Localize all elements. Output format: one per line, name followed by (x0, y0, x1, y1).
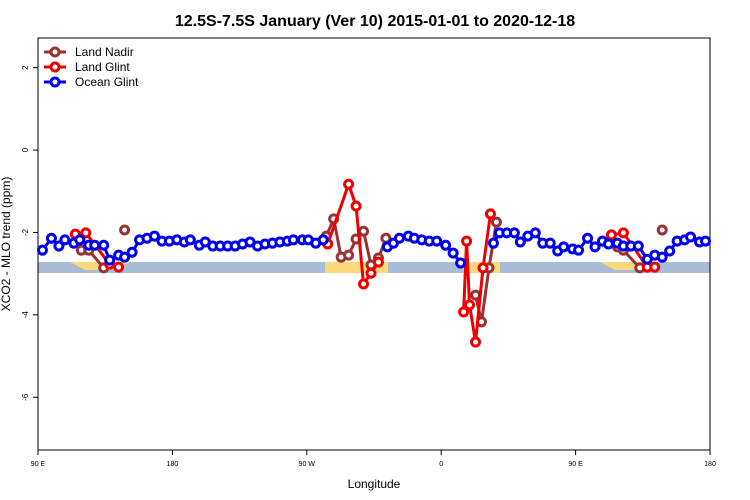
x-tick-label: 90 W (299, 461, 316, 468)
data-point (477, 262, 489, 274)
data-point (700, 235, 712, 247)
data-point (529, 227, 541, 239)
data-point (59, 234, 71, 246)
y-tick-label: 2 (21, 65, 30, 70)
data-point (365, 267, 377, 279)
data-point (36, 244, 48, 256)
data-point (89, 239, 101, 251)
legend-marker (49, 61, 61, 73)
legend-label: Ocean Glint (75, 75, 139, 89)
data-point (632, 240, 644, 252)
x-tick-label: 180 (704, 461, 716, 468)
data-point (582, 232, 594, 244)
x-tick-label: 90 E (568, 461, 583, 468)
data-point (317, 234, 329, 246)
legend-label: Land Glint (75, 60, 130, 74)
x-tick-label: 90 E (31, 461, 46, 468)
data-point (393, 232, 405, 244)
y-axis-label: XCO2 - MLO trend (ppm) (0, 177, 13, 312)
data-point (53, 240, 65, 252)
data-point (487, 237, 499, 249)
legend-marker (49, 46, 61, 58)
data-point (685, 231, 697, 243)
data-point (343, 178, 355, 190)
x-tick-label: 180 (167, 461, 179, 468)
y-tick-label: -4 (21, 311, 30, 319)
data-point (544, 237, 556, 249)
data-point (656, 251, 668, 263)
y-tick-label: 0 (21, 147, 30, 152)
data-point (119, 251, 131, 263)
y-tick-label: -2 (21, 228, 30, 236)
data-point (45, 232, 57, 244)
data-point (358, 278, 370, 290)
data-point (350, 200, 362, 212)
data-point (558, 241, 570, 253)
data-point (605, 229, 617, 241)
data-point (573, 244, 585, 256)
y-tick-label: -6 (21, 393, 30, 401)
data-point (470, 289, 482, 301)
data-point (74, 234, 86, 246)
data-point (484, 208, 496, 220)
legend-marker (49, 76, 61, 88)
data-point (126, 246, 138, 258)
data-point (372, 256, 384, 268)
data-point (287, 234, 299, 246)
x-axis-label: Longitude (348, 477, 401, 491)
data-point (455, 257, 467, 269)
data-point (514, 236, 526, 248)
data-point (358, 225, 370, 237)
legend-label: Land Nadir (75, 45, 134, 59)
x-tick-label: 0 (439, 461, 443, 468)
data-point (461, 235, 473, 247)
data-point (119, 224, 131, 236)
data-point (98, 239, 110, 251)
data-point (104, 254, 116, 266)
data-point (617, 227, 629, 239)
data-point (589, 241, 601, 253)
data-point (113, 261, 125, 273)
data-point (649, 261, 661, 273)
data-point (343, 249, 355, 261)
data-point (440, 239, 452, 251)
data-point (656, 224, 668, 236)
chart-title: 12.5S-7.5S January (Ver 10) 2015-01-01 t… (175, 13, 575, 30)
data-point (664, 245, 676, 257)
data-point (80, 227, 92, 239)
data-point (602, 238, 614, 250)
data-point (184, 234, 196, 246)
data-point (490, 216, 502, 228)
data-point (470, 336, 482, 348)
data-point (148, 230, 160, 242)
data-point (447, 247, 459, 259)
data-point (458, 306, 470, 318)
data-point (464, 299, 476, 311)
data-point (508, 227, 520, 239)
data-point (431, 235, 443, 247)
